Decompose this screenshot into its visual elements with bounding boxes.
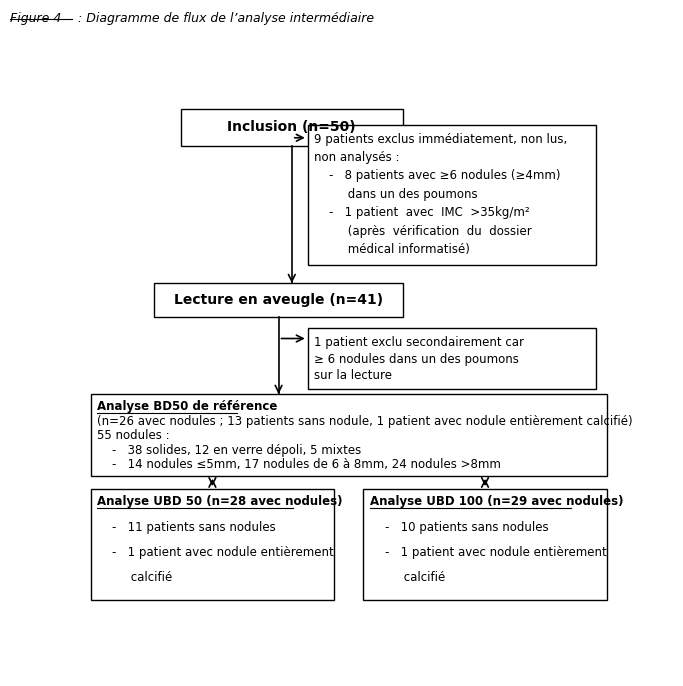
- Text: Inclusion (n=50): Inclusion (n=50): [227, 120, 356, 134]
- Text: 9 patients exclus immédiatement, non lus,: 9 patients exclus immédiatement, non lus…: [314, 132, 568, 145]
- Text: Analyse UBD 50 (n=28 avec nodules): Analyse UBD 50 (n=28 avec nodules): [97, 495, 342, 508]
- Text: -   1 patient  avec  IMC  >35kg/m²: - 1 patient avec IMC >35kg/m²: [314, 206, 530, 220]
- Text: calcifié: calcifié: [370, 571, 445, 584]
- Text: -   11 patients sans nodules: - 11 patients sans nodules: [97, 521, 276, 534]
- Text: 1 patient exclu secondairement car: 1 patient exclu secondairement car: [314, 336, 524, 349]
- Text: Lecture en aveugle (n=41): Lecture en aveugle (n=41): [174, 293, 383, 307]
- Text: 55 nodules :: 55 nodules :: [97, 429, 169, 442]
- Text: -   8 patients avec ≥6 nodules (≥4mm): - 8 patients avec ≥6 nodules (≥4mm): [314, 169, 561, 182]
- Text: : Diagramme de flux de l’analyse intermédiaire: : Diagramme de flux de l’analyse intermé…: [74, 12, 374, 25]
- FancyBboxPatch shape: [363, 489, 607, 600]
- Text: Analyse BD50 de référence: Analyse BD50 de référence: [97, 401, 277, 413]
- FancyBboxPatch shape: [154, 283, 403, 318]
- FancyBboxPatch shape: [308, 328, 596, 389]
- Text: -   38 solides, 12 en verre dépoli, 5 mixtes: - 38 solides, 12 en verre dépoli, 5 mixt…: [97, 444, 361, 457]
- Text: médical informatisé): médical informatisé): [314, 244, 470, 257]
- FancyBboxPatch shape: [91, 489, 334, 600]
- Text: -   1 patient avec nodule entièrement: - 1 patient avec nodule entièrement: [97, 546, 334, 559]
- Text: Analyse UBD 100 (n=29 avec nodules): Analyse UBD 100 (n=29 avec nodules): [370, 495, 623, 508]
- FancyBboxPatch shape: [308, 125, 596, 265]
- Text: non analysés :: non analysés :: [314, 151, 400, 164]
- FancyBboxPatch shape: [91, 394, 607, 476]
- Text: -   10 patients sans nodules: - 10 patients sans nodules: [370, 521, 548, 534]
- Text: (après  vérification  du  dossier: (après vérification du dossier: [314, 225, 532, 238]
- Text: sur la lecture: sur la lecture: [314, 369, 392, 382]
- Text: calcifié: calcifié: [97, 571, 172, 584]
- FancyBboxPatch shape: [180, 109, 403, 145]
- Text: dans un des poumons: dans un des poumons: [314, 188, 477, 201]
- Text: -   14 nodules ≤5mm, 17 nodules de 6 à 8mm, 24 nodules >8mm: - 14 nodules ≤5mm, 17 nodules de 6 à 8mm…: [97, 458, 501, 471]
- Text: Figure 4: Figure 4: [10, 12, 61, 25]
- Text: (n=26 avec nodules ; 13 patients sans nodule, 1 patient avec nodule entièrement : (n=26 avec nodules ; 13 patients sans no…: [97, 415, 632, 428]
- Text: -   1 patient avec nodule entièrement: - 1 patient avec nodule entièrement: [370, 546, 607, 559]
- Text: ≥ 6 nodules dans un des poumons: ≥ 6 nodules dans un des poumons: [314, 353, 519, 366]
